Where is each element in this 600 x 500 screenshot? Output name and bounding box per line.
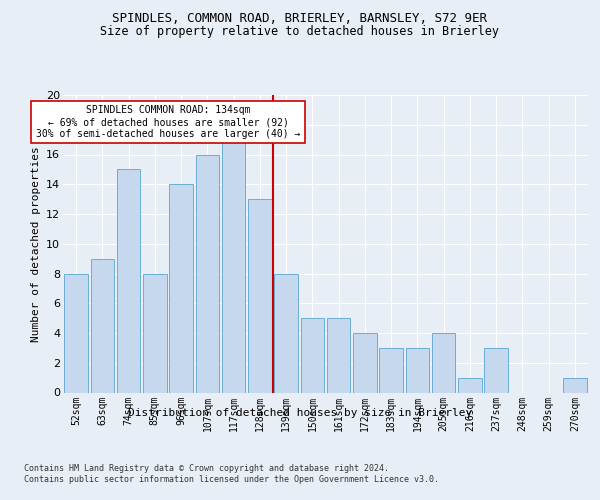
Bar (274, 274, 298, 392)
Bar (379, 348, 403, 393)
Bar (91, 258, 114, 392)
Text: Contains HM Land Registry data © Crown copyright and database right 2024.: Contains HM Land Registry data © Crown c… (24, 464, 389, 473)
Bar (353, 333, 377, 392)
Bar (248, 199, 272, 392)
Text: Distribution of detached houses by size in Brierley: Distribution of detached houses by size … (128, 408, 472, 418)
Text: Contains public sector information licensed under the Open Government Licence v3: Contains public sector information licen… (24, 475, 439, 484)
Text: Size of property relative to detached houses in Brierley: Size of property relative to detached ho… (101, 25, 499, 38)
Bar (169, 184, 193, 392)
Bar (327, 318, 350, 392)
Bar (143, 274, 167, 392)
Bar (222, 140, 245, 392)
Bar (406, 348, 429, 393)
Text: SPINDLES, COMMON ROAD, BRIERLEY, BARNSLEY, S72 9ER: SPINDLES, COMMON ROAD, BRIERLEY, BARNSLE… (113, 12, 487, 26)
Y-axis label: Number of detached properties: Number of detached properties (31, 146, 41, 342)
Bar (484, 348, 508, 393)
Text: SPINDLES COMMON ROAD: 134sqm
← 69% of detached houses are smaller (92)
30% of se: SPINDLES COMMON ROAD: 134sqm ← 69% of de… (36, 106, 300, 138)
Bar (196, 154, 219, 392)
Bar (301, 318, 324, 392)
Bar (117, 170, 140, 392)
Bar (64, 274, 88, 392)
Bar (432, 333, 455, 392)
Bar (563, 378, 587, 392)
Bar (458, 378, 482, 392)
